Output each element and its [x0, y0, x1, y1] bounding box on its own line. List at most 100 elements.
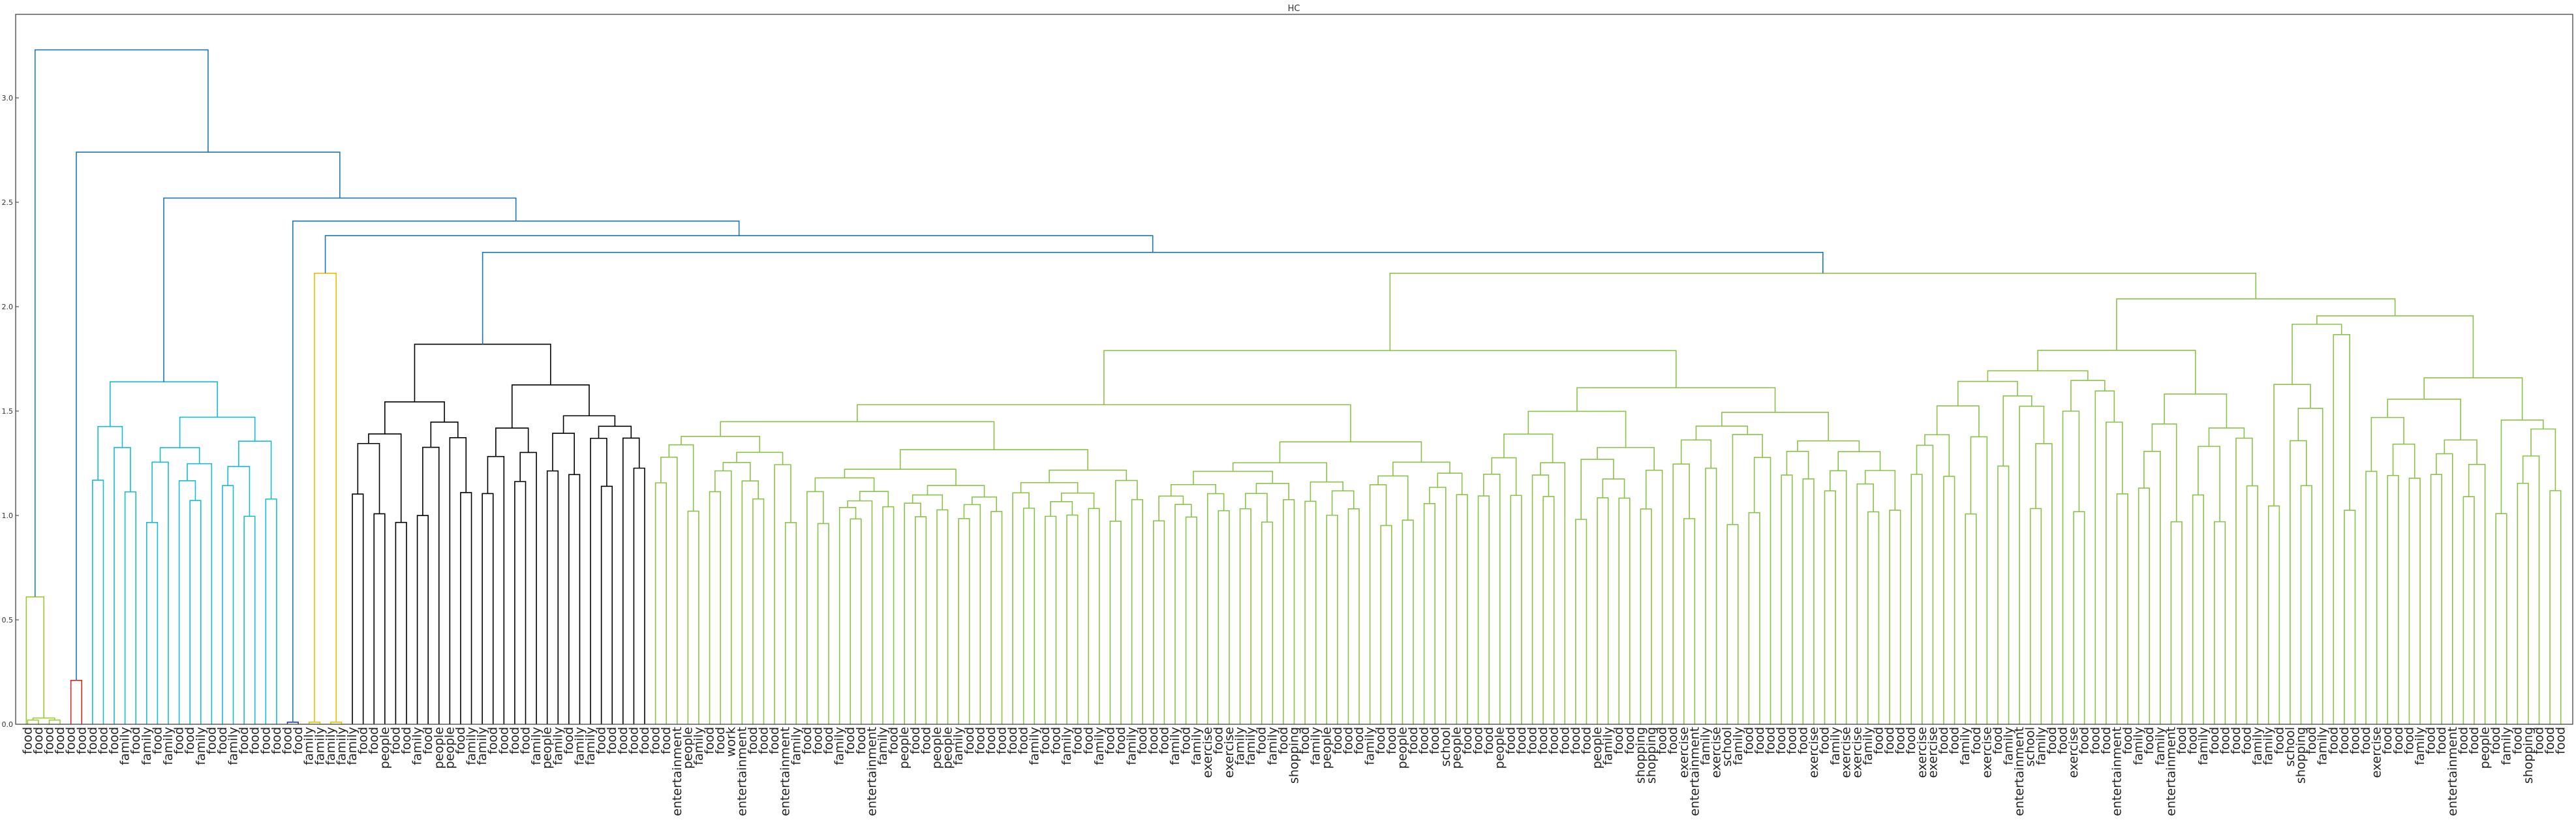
dendrogram-link	[1531, 474, 1550, 724]
dendrogram-link	[2333, 334, 2350, 724]
leaf-label: food	[1471, 727, 1486, 754]
leaf-label: entertainment	[735, 727, 749, 816]
dendrogram-link	[1916, 444, 1934, 724]
leaf-label: food	[172, 727, 187, 754]
leaf-label: food	[1049, 727, 1063, 754]
leaf-label: shopping	[2294, 727, 2308, 784]
leaf-label: food	[2078, 727, 2092, 754]
leaf-label: food	[2326, 727, 2340, 754]
leaf-label: food	[1569, 727, 1583, 754]
dendrogram-link	[1437, 472, 1463, 495]
leaf-label: exercise	[1925, 727, 1940, 778]
leaf-label: food	[1146, 727, 1161, 754]
dendrogram-link	[2530, 428, 2556, 491]
leaf-label: food	[821, 727, 836, 754]
leaf-label: family	[140, 727, 154, 765]
leaf-label: people	[1395, 727, 1409, 769]
leaf-label: family	[1698, 727, 1713, 765]
leaf-label: food	[1373, 727, 1388, 754]
leaf-label: food	[2532, 727, 2547, 754]
leaf-label: food	[1255, 727, 1269, 754]
leaf-label: food	[356, 727, 371, 754]
leaf-label: people	[681, 727, 695, 769]
leaf-label: food	[1017, 727, 1031, 754]
leaf-label: food	[1514, 727, 1529, 754]
dendrogram-link	[2019, 405, 2045, 724]
leaf-label: food	[908, 727, 923, 754]
dendrogram-link	[752, 498, 765, 724]
dendrogram-link	[2392, 443, 2415, 478]
leaf-label: food	[843, 727, 857, 754]
leaf-label: food	[1081, 727, 1096, 754]
leaf-label: food	[150, 727, 164, 754]
dendrogram-link	[2138, 487, 2151, 724]
leaf-label: family	[2262, 727, 2276, 765]
leaf-label: food	[1114, 727, 1128, 754]
leaf-label: food	[388, 727, 403, 754]
dendrogram-link	[384, 401, 445, 435]
leaf-label: food	[64, 727, 78, 754]
leaf-label: food	[1460, 727, 1475, 754]
dendrogram-link	[1012, 492, 1030, 724]
dendrogram-link	[1618, 497, 1631, 724]
dendrogram-link	[1786, 451, 1809, 479]
leaf-label: family	[551, 727, 565, 765]
leaf-label: food	[1991, 727, 2005, 754]
leaf-label: food	[2229, 727, 2243, 754]
leaf-label: food	[1135, 727, 1150, 754]
dendrogram-link	[243, 515, 256, 724]
leaf-label: food	[1341, 727, 1355, 754]
leaf-label: food	[2359, 727, 2373, 754]
leaf-label: family	[2196, 727, 2211, 765]
dendrogram-link	[1060, 492, 1095, 509]
leaf-label: food	[1482, 727, 1496, 754]
leaf-label: food	[659, 727, 673, 754]
leaf-label: food	[2380, 727, 2395, 754]
dendrogram-link	[1170, 483, 1217, 497]
dendrogram-link	[2370, 417, 2404, 472]
leaf-label: family	[313, 727, 327, 765]
dendrogram-link	[2517, 482, 2529, 724]
dendrogram-link	[1597, 447, 1655, 470]
dendrogram-link	[1510, 495, 1522, 724]
leaf-label: food	[2434, 727, 2449, 754]
leaf-label: food	[1623, 727, 1637, 754]
dendrogram-link	[720, 421, 995, 450]
dendrogram-link	[373, 513, 386, 724]
leaf-label: food	[2186, 727, 2200, 754]
dendrogram-link	[2549, 490, 2562, 724]
leaf-label: food	[291, 727, 305, 754]
dendrogram-link	[1020, 482, 1079, 493]
dendrogram-link	[146, 522, 159, 724]
dendrogram-link	[2002, 395, 2032, 467]
leaf-label: people	[1319, 727, 1334, 769]
dendrogram-link	[2292, 324, 2342, 385]
leaf-label: family	[2002, 727, 2016, 765]
dendrogram-link	[2094, 390, 2115, 724]
dendrogram-link	[2430, 474, 2442, 724]
dendrogram-link	[1174, 504, 1192, 724]
dendrogram-link	[1206, 493, 1225, 724]
leaf-label: family	[2500, 727, 2514, 765]
dendrogram-link	[265, 498, 277, 724]
dendrogram-link	[2290, 440, 2307, 724]
leaf-label: family	[951, 727, 966, 765]
leaf-label: family	[1060, 727, 1074, 765]
leaf-label: family	[692, 727, 706, 765]
leaf-label: food	[85, 727, 100, 754]
leaf-label: food	[1937, 727, 1951, 754]
leaf-label: food	[2240, 727, 2254, 754]
leaf-label: food	[1038, 727, 1052, 754]
leaf-label: food	[2088, 727, 2102, 754]
leaf-label: people	[2478, 727, 2492, 769]
leaf-label: food	[2402, 727, 2416, 754]
leaf-label: food	[2337, 727, 2352, 754]
leaf-label: food	[637, 727, 652, 754]
leaf-label: people	[442, 727, 457, 769]
leaf-label: family	[2132, 727, 2146, 765]
leaf-label: family	[876, 727, 890, 765]
dendrogram-link	[1310, 481, 1343, 502]
leaf-label: entertainment	[865, 727, 879, 816]
leaf-label: family	[1027, 727, 1041, 765]
